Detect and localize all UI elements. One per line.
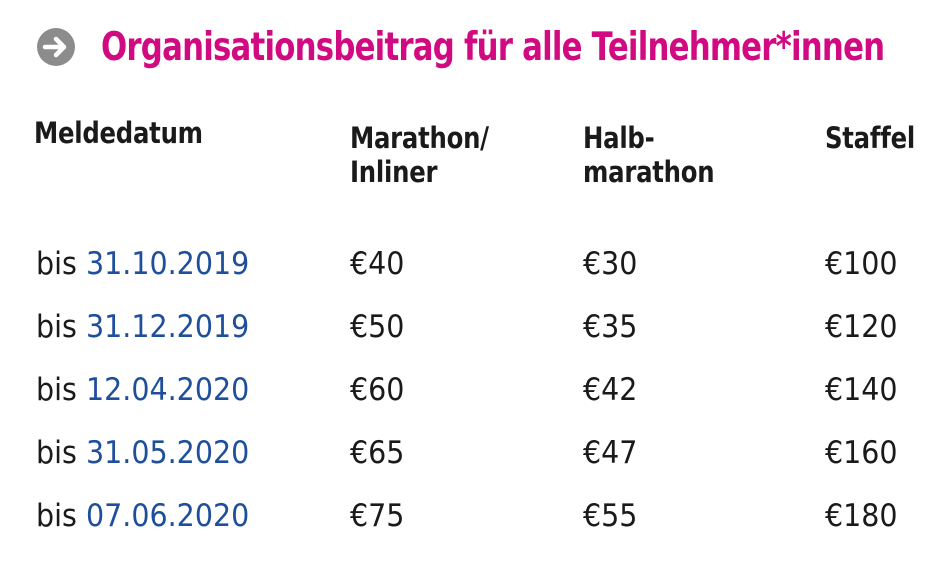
table-row-date-cell: bis 12.04.2020 [36, 372, 249, 408]
date-prefix: bis [36, 498, 77, 534]
price-staffel: €160 [825, 435, 898, 471]
price-halbmarathon: €30 [583, 246, 638, 282]
column-header-meldedatum: Meldedatum [34, 116, 203, 150]
date-link[interactable]: 31.12.2019 [85, 309, 250, 345]
column-header-line: Inliner [350, 155, 438, 189]
table-row-date-cell: bis 07.06.2020 [36, 498, 249, 534]
price-halbmarathon: €35 [583, 309, 638, 345]
date-link[interactable]: 31.05.2020 [85, 435, 250, 471]
price-staffel: €140 [825, 372, 898, 408]
price-marathon: €75 [350, 498, 405, 534]
table-row-date-cell: bis 31.10.2019 [36, 246, 249, 282]
column-header-line: Halb- [583, 121, 655, 155]
date-prefix: bis [36, 435, 77, 471]
price-halbmarathon: €42 [583, 372, 638, 408]
date-link[interactable]: 12.04.2020 [85, 372, 250, 408]
date-prefix: bis [36, 246, 77, 282]
column-header-marathon: Marathon/ Inliner [350, 121, 489, 189]
table-row-date-cell: bis 31.05.2020 [36, 435, 249, 471]
date-prefix: bis [36, 372, 77, 408]
price-marathon: €50 [350, 309, 405, 345]
price-staffel: €120 [825, 309, 898, 345]
table-row-date-cell: bis 31.12.2019 [36, 309, 249, 345]
price-marathon: €65 [350, 435, 405, 471]
header: Organisationsbeitrag für alle Teilnehmer… [36, 18, 938, 76]
date-link[interactable]: 07.06.2020 [85, 498, 250, 534]
arrow-right-circle-icon [37, 28, 75, 66]
price-staffel: €180 [825, 498, 898, 534]
price-staffel: €100 [825, 246, 898, 282]
date-link[interactable]: 31.10.2019 [85, 246, 250, 282]
page-title: Organisationsbeitrag für alle Teilnehmer… [101, 24, 885, 70]
column-header-staffel: Staffel [825, 121, 915, 155]
column-header-line: Meldedatum [34, 116, 203, 150]
price-marathon: €40 [350, 246, 405, 282]
price-halbmarathon: €47 [583, 435, 638, 471]
price-marathon: €60 [350, 372, 405, 408]
column-header-line: marathon [583, 155, 715, 189]
column-header-line: Marathon/ [350, 121, 489, 155]
column-header-line: Staffel [825, 121, 915, 155]
column-header-halbmarathon: Halb- marathon [583, 121, 715, 189]
price-halbmarathon: €55 [583, 498, 638, 534]
date-prefix: bis [36, 309, 77, 345]
